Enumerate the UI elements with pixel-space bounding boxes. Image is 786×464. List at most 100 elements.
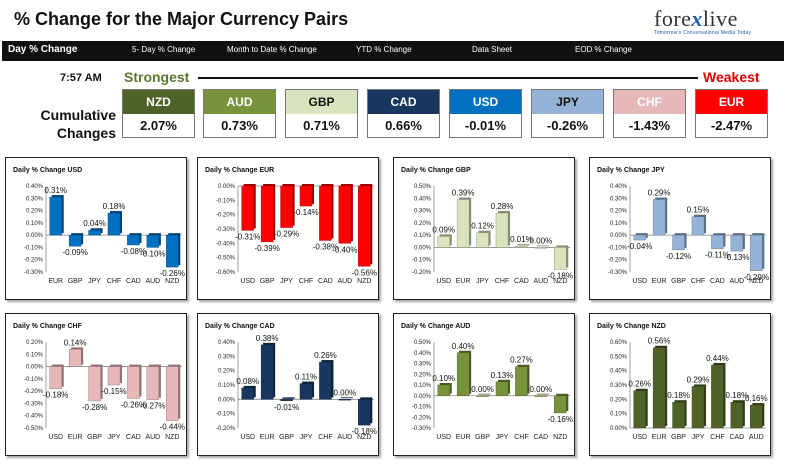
x-tick-label: GBP — [671, 434, 686, 441]
y-tick-label: 0.30% — [610, 383, 628, 389]
tab-eod-change[interactable]: EOD % Change — [575, 45, 632, 54]
bar-nzd — [750, 234, 763, 271]
x-tick-label: GBP — [260, 278, 275, 285]
x-tick-label: AUD — [145, 434, 160, 441]
data-label: 0.29% — [648, 189, 671, 198]
y-tick-label: -0.50% — [216, 256, 236, 262]
y-tick-label: -0.20% — [24, 258, 44, 264]
y-tick-label: 0.50% — [610, 354, 628, 360]
y-tick-label: 0.10% — [414, 383, 432, 389]
bar-eur — [68, 349, 82, 367]
y-tick-label: 0.20% — [414, 221, 432, 227]
bar-nzd — [554, 395, 567, 414]
currency-cumulative-value: -0.26% — [546, 118, 589, 133]
x-tick-label: CAD — [533, 434, 548, 441]
data-label: 0.29% — [687, 375, 710, 384]
data-label: 0.11% — [295, 373, 317, 382]
y-tick-label: 0.00% — [26, 365, 44, 371]
x-tick-label: CHF — [107, 278, 121, 285]
timestamp: 7:57 AM — [60, 72, 102, 84]
data-label: 0.18% — [667, 391, 690, 400]
bar-cad — [730, 401, 744, 429]
data-label: 0.56% — [648, 337, 671, 346]
bar-aud — [338, 185, 352, 244]
x-tick-label: EUR — [260, 434, 275, 441]
y-tick-label: -0.10% — [412, 405, 432, 411]
x-tick-label: NZD — [553, 434, 567, 441]
forexlive-logo[interactable]: forexlive Tomorrow's Conversational Medi… — [654, 6, 772, 40]
y-tick-label: 0.00% — [414, 394, 432, 400]
currency-box-nzd: NZD 2.07% — [122, 89, 195, 138]
currency-box-jpy: JPY -0.26% — [531, 89, 604, 138]
currency-box-eur: EUR -2.47% — [695, 89, 768, 138]
bar-depth — [536, 393, 549, 395]
bar-nzd — [166, 234, 179, 268]
currency-name: AUD — [204, 90, 275, 114]
data-label: 0.14% — [64, 338, 87, 347]
y-tick-label: -0.60% — [216, 270, 236, 276]
data-label: -0.38% — [313, 242, 338, 251]
bar-chart-cad: Daily % Change CAD -0.20% -0.10% 0.00% 0.10%… — [205, 323, 377, 441]
tab-data-sheet[interactable]: Data Sheet — [472, 45, 513, 54]
x-tick-label: USD — [240, 434, 255, 441]
bar-jpy — [280, 185, 293, 228]
bar-chart-usd: Daily % Change USD -0.30% -0.20% -0.10% 0.00… — [13, 167, 185, 285]
data-label: 0.08% — [236, 377, 259, 386]
x-tick-label: CHF — [299, 278, 313, 285]
bar-cad — [534, 395, 548, 397]
bar-aud — [146, 234, 160, 248]
chart-panel-usd: Daily % Change USD -0.30% -0.20% -0.10% 0.00… — [5, 157, 187, 300]
y-tick-label: -0.40% — [216, 241, 236, 247]
x-tick-label: CHF — [514, 434, 528, 441]
y-tick-label: -0.50% — [24, 426, 44, 432]
data-label: 0.10% — [432, 374, 455, 383]
y-tick-label: 0.60% — [610, 340, 628, 346]
data-label: 0.44% — [706, 354, 729, 363]
data-label: 0.12% — [471, 222, 494, 231]
y-tick-label: -0.40% — [24, 414, 44, 420]
data-label: 0.13% — [491, 371, 514, 380]
x-tick-label: CAD — [318, 278, 333, 285]
data-label: -0.14% — [293, 208, 318, 217]
data-label: -0.18% — [352, 427, 377, 436]
data-label: 0.28% — [491, 202, 514, 211]
bar-chart-gbp: Daily % Change GBP -0.20% -0.10% 0.00% 0.10%… — [401, 167, 573, 285]
weakest-label: Weakest — [703, 69, 760, 85]
tab-5-day-change[interactable]: 5- Day % Change — [132, 45, 196, 54]
data-label: 0.18% — [103, 202, 126, 211]
y-tick-label: 0.40% — [414, 196, 432, 202]
y-tick-label: -0.20% — [216, 426, 236, 432]
bar-chart-eur: Daily % Change EUR-0.60%-0.50%-0.40%-0.3… — [205, 167, 377, 285]
tab-month-to-date-change[interactable]: Month to Date % Change — [227, 45, 317, 54]
bar-jpy — [691, 386, 705, 429]
tab-day-change[interactable]: Day % Change — [8, 44, 78, 55]
chart-title: Daily % Change CHF — [13, 323, 83, 330]
chart-title: Daily % Change AUD — [401, 323, 470, 330]
bar-usd — [241, 387, 254, 400]
currency-cumulative-value: -1.43% — [628, 118, 671, 133]
bar-eur — [49, 196, 62, 236]
bar-chf — [515, 366, 528, 396]
bar-aud — [730, 234, 744, 252]
y-tick-label: -0.20% — [608, 258, 628, 264]
x-tick-label: CHF — [318, 434, 332, 441]
tab-ytd-change[interactable]: YTD % Change — [356, 45, 412, 54]
chart-panel-cad: Daily % Change CAD -0.20% -0.10% 0.00% 0.10%… — [197, 313, 379, 456]
bar-jpy — [88, 230, 101, 236]
bar-cad — [319, 185, 332, 241]
data-label: 0.00% — [471, 385, 494, 394]
bar-nzd — [358, 185, 371, 267]
bar-chart-nzd: Daily % Change NZD0.00%0.10%0.20%0.30%0.… — [597, 323, 768, 441]
data-label: -0.10% — [140, 249, 165, 258]
bar-nzd — [554, 247, 567, 270]
cumulative-changes-label: Cumulative Changes — [40, 107, 116, 141]
chart-title: Daily % Change USD — [13, 167, 82, 174]
y-tick-label: 0.10% — [26, 352, 44, 358]
y-tick-label: 0.20% — [414, 372, 432, 378]
y-tick-label: 0.20% — [610, 209, 628, 215]
data-label: 0.40% — [452, 342, 475, 351]
y-tick-label: -0.20% — [216, 213, 236, 219]
bar-aud — [338, 399, 352, 401]
y-tick-label: 0.00% — [218, 184, 236, 190]
page-title: % Change for the Major Currency Pairs — [14, 9, 349, 29]
